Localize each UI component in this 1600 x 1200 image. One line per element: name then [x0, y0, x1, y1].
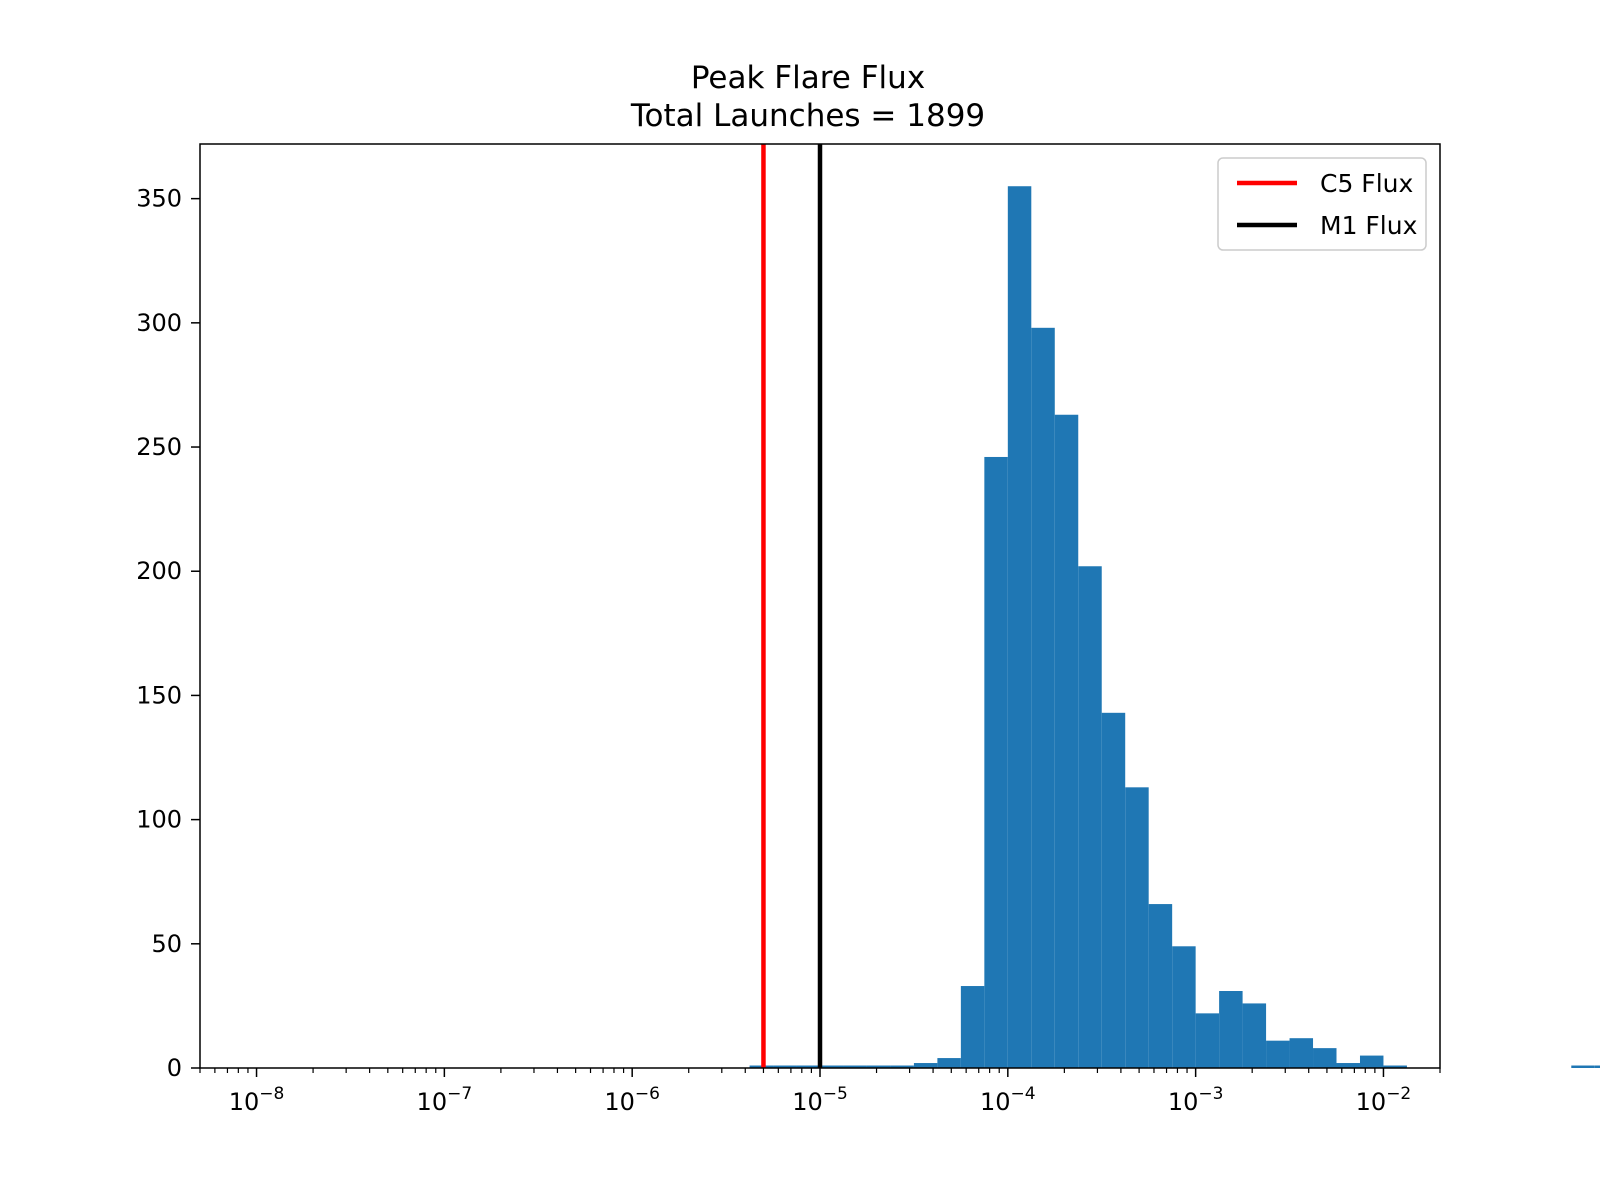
x-tick-label: 10−8	[229, 1084, 285, 1116]
legend-label: M1 Flux	[1320, 211, 1417, 240]
histogram-bar	[1289, 1038, 1314, 1068]
histogram-bar	[1571, 1065, 1595, 1068]
histogram-bar	[1359, 1055, 1384, 1068]
histogram-bar	[773, 1065, 797, 1068]
histogram-bar	[1148, 904, 1173, 1068]
x-tick-label: 10−4	[980, 1084, 1036, 1116]
y-tick-label: 150	[136, 681, 182, 709]
x-tick-label: 10−6	[604, 1084, 660, 1116]
y-tick-label: 50	[151, 930, 182, 958]
histogram-bars	[749, 186, 1600, 1068]
legend: C5 Flux M1 Flux	[1217, 157, 1427, 251]
y-tick-label: 250	[136, 433, 182, 461]
x-tick-label: 10−7	[417, 1084, 473, 1116]
histogram-bar	[1172, 946, 1196, 1068]
y-tick-label: 100	[136, 806, 182, 834]
y-tick-label: 300	[136, 309, 182, 337]
histogram-bar	[1336, 1063, 1360, 1068]
histogram-bar	[1078, 566, 1102, 1068]
histogram-bar	[890, 1065, 914, 1068]
histogram-bar	[1242, 1003, 1267, 1068]
y-axis: 0 50 100 150 200 250 300 350	[136, 185, 200, 1082]
histogram-bar	[1007, 186, 1032, 1068]
reference-lines	[761, 144, 823, 1068]
histogram-bar	[866, 1065, 891, 1068]
x-tick-label: 10−2	[1356, 1084, 1412, 1116]
chart-subtitle: Total Launches = 1899	[630, 98, 985, 134]
y-tick-label: 200	[136, 557, 182, 585]
histogram-bar	[1313, 1048, 1337, 1068]
y-tick-label: 0	[167, 1054, 182, 1082]
histogram-bar	[913, 1063, 938, 1068]
histogram-bar	[843, 1065, 867, 1068]
histogram-bar	[796, 1065, 820, 1068]
histogram-bar	[820, 1065, 844, 1068]
histogram-bar	[1195, 1013, 1220, 1068]
histogram-bar	[1101, 712, 1126, 1068]
histogram-bar	[1266, 1040, 1290, 1068]
histogram-bar	[1219, 991, 1243, 1068]
histogram-bar	[937, 1058, 961, 1068]
x-axis: 10−8 10−7 10−6 10−5 10−4 10−3 10−2	[199, 1068, 1441, 1116]
x-tick-label: 10−3	[1168, 1084, 1224, 1116]
histogram-bar	[1125, 787, 1149, 1068]
histogram-bar	[1054, 414, 1079, 1068]
legend-label: C5 Flux	[1320, 169, 1413, 198]
y-tick-label: 350	[136, 185, 182, 213]
histogram-bar	[960, 986, 985, 1068]
histogram-bar	[1031, 327, 1055, 1068]
histogram-bar	[984, 456, 1008, 1068]
histogram-bar	[1594, 1065, 1600, 1068]
chart-title: Peak Flare Flux	[691, 60, 925, 96]
x-tick-label: 10−5	[792, 1084, 848, 1116]
histogram-bar	[1383, 1065, 1407, 1068]
